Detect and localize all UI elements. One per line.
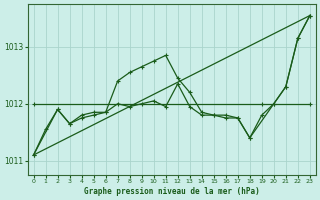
- X-axis label: Graphe pression niveau de la mer (hPa): Graphe pression niveau de la mer (hPa): [84, 187, 260, 196]
